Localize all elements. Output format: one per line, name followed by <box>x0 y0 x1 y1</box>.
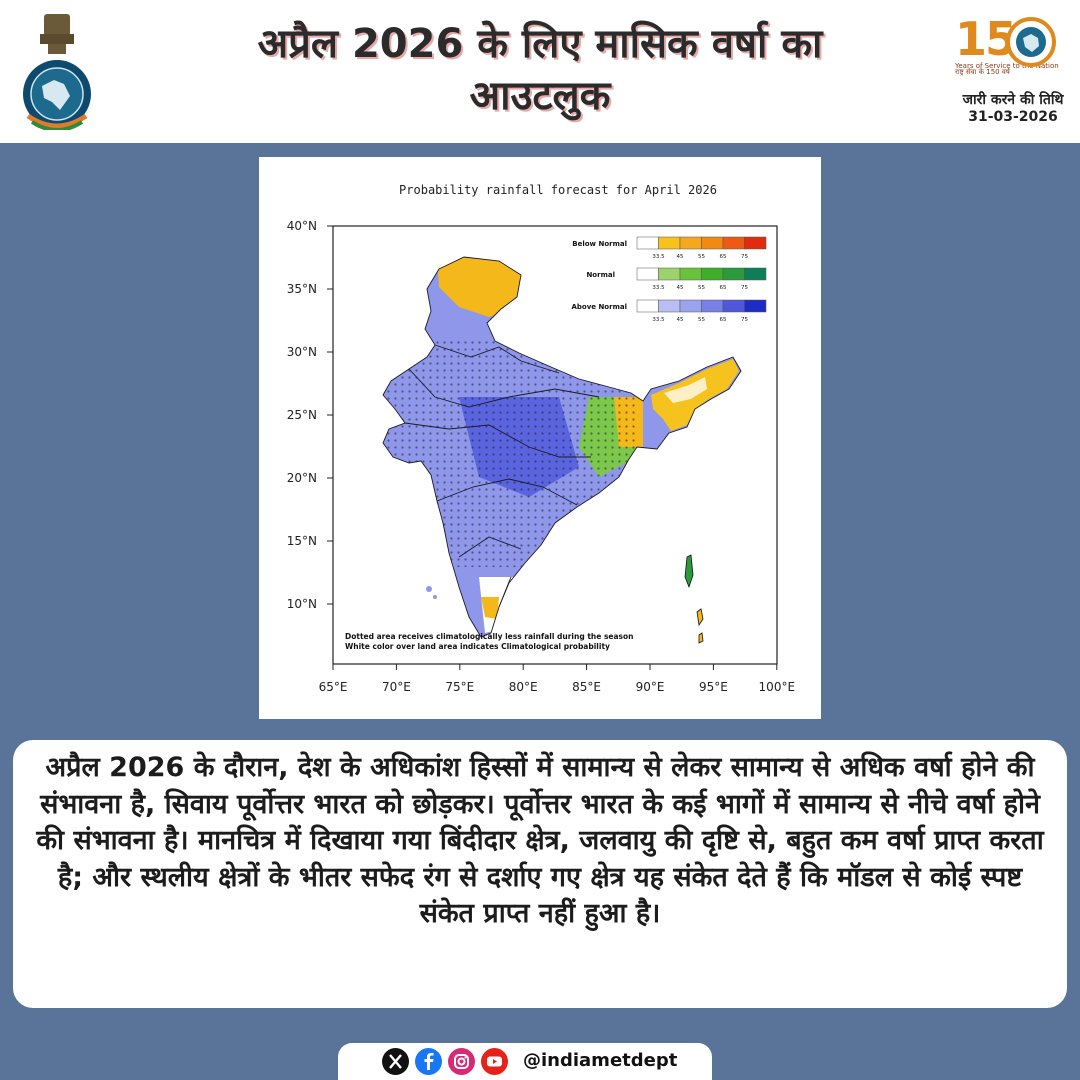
legend-swatch <box>658 267 681 281</box>
issue-date: 31-03-2026 <box>968 109 1058 125</box>
forecast-map: Probability rainfall forecast for April … <box>287 183 795 694</box>
legend: Below Normal 33.5 45 55 65 75 Normal 33.5 45 5… <box>571 236 767 323</box>
instagram-icon[interactable] <box>448 1048 475 1075</box>
anniversary-subtag: राष्ट्र सेवा के 150 वर्ष <box>955 68 1010 76</box>
legend-tick-label: 45 <box>677 317 684 323</box>
legend-tick-label: 75 <box>741 285 748 291</box>
lon-label: 85°E <box>572 680 601 694</box>
legend-tick-label: 55 <box>698 254 705 260</box>
anniversary-logo: 150 Years of Service to the Nation राष्ट… <box>955 14 1065 77</box>
legend-swatch <box>658 299 681 313</box>
lon-label: 80°E <box>509 680 538 694</box>
map-title: Probability rainfall forecast for April … <box>399 183 717 197</box>
title-line-1: अप्रैल 2026 के लिए मासिक वर्षा का <box>257 21 823 67</box>
lakshadweep-islands <box>426 586 432 592</box>
longitude-labels: 65°E 70°E 75°E 80°E 85°E 90°E 95°E 100°E <box>319 664 795 694</box>
anniversary-ring-icon <box>1006 17 1056 67</box>
description-text: अप्रैल 2026 के दौरान, देश के अधिकांश हिस… <box>36 752 1044 929</box>
lon-label: 70°E <box>382 680 411 694</box>
region-north-below-normal <box>437 257 521 317</box>
legend-swatch <box>701 267 724 281</box>
lat-label: 30°N <box>287 345 317 359</box>
page-title: अप्रैल 2026 के लिए मासिक वर्षा का आउटलुक <box>180 18 900 122</box>
legend-tick-label: 33.5 <box>652 254 665 260</box>
legend-swatch <box>658 236 681 250</box>
legend-swatch <box>722 236 745 250</box>
region-southwest-yellow <box>481 597 499 619</box>
legend-tick-label: 75 <box>741 254 748 260</box>
legend-swatch <box>636 299 659 313</box>
lon-label: 100°E <box>759 680 796 694</box>
lon-label: 95°E <box>699 680 728 694</box>
lon-label: 75°E <box>445 680 474 694</box>
legend-swatch <box>701 236 724 250</box>
description-box: अप्रैल 2026 के दौरान, देश के अधिकांश हिस… <box>13 740 1067 1008</box>
legend-tick-label: 33.5 <box>652 317 665 323</box>
latitude-labels: 40°N 35°N 30°N 25°N 20°N 15°N 10°N <box>287 219 333 611</box>
legend-swatch <box>744 267 767 281</box>
legend-tick-label: 65 <box>720 317 727 323</box>
lat-label: 20°N <box>287 471 317 485</box>
legend-swatch <box>679 236 702 250</box>
legend-bar-below-normal: 33.5 45 55 65 75 <box>636 236 767 260</box>
legend-label-normal: Normal <box>586 271 615 279</box>
legend-swatch <box>636 267 659 281</box>
legend-label-above-normal: Above Normal <box>571 303 627 311</box>
title-line-2: आउटलुक <box>469 73 611 119</box>
map-note-white: White color over land area indicates Cli… <box>345 642 610 651</box>
x-icon[interactable] <box>382 1048 409 1075</box>
lat-label: 40°N <box>287 219 317 233</box>
legend-swatch <box>679 299 702 313</box>
lat-label: 10°N <box>287 597 317 611</box>
issue-date-label: जारी करने की तिथि <box>962 92 1064 108</box>
andaman-islands <box>684 554 694 589</box>
lat-label: 35°N <box>287 282 317 296</box>
social-bar: @indiametdept <box>338 1043 712 1080</box>
lon-label: 90°E <box>636 680 665 694</box>
lat-label: 15°N <box>287 534 317 548</box>
social-handle[interactable]: @indiametdept <box>523 1050 678 1071</box>
legend-tick-label: 75 <box>741 317 748 323</box>
legend-swatch <box>679 267 702 281</box>
legend-tick-label: 55 <box>698 317 705 323</box>
legend-swatch <box>744 299 767 313</box>
legend-swatch <box>722 299 745 313</box>
legend-tick-label: 65 <box>720 285 727 291</box>
legend-label-below-normal: Below Normal <box>572 240 627 248</box>
legend-tick-label: 65 <box>720 254 727 260</box>
legend-tick-label: 45 <box>677 285 684 291</box>
map-note-dotted: Dotted area receives climatologically le… <box>345 632 634 641</box>
legend-bar-normal: 33.5 45 55 65 75 <box>636 267 767 291</box>
imd-emblem <box>18 12 96 134</box>
anniversary-tagline: Years of Service to the Nation <box>955 62 1059 70</box>
legend-swatch <box>722 267 745 281</box>
lon-label: 65°E <box>319 680 348 694</box>
legend-tick-label: 45 <box>677 254 684 260</box>
legend-tick-label: 55 <box>698 285 705 291</box>
legend-swatch <box>701 299 724 313</box>
legend-tick-label: 33.5 <box>652 285 665 291</box>
lat-label: 25°N <box>287 408 317 422</box>
legend-bar-above-normal: 33.5 45 55 65 75 <box>636 299 767 323</box>
legend-swatch <box>744 236 767 250</box>
youtube-icon[interactable] <box>481 1048 508 1075</box>
legend-swatch <box>636 236 659 250</box>
forecast-map-panel: Probability rainfall forecast for April … <box>259 157 821 719</box>
facebook-icon[interactable] <box>415 1048 442 1075</box>
header: अप्रैल 2026 के लिए मासिक वर्षा का आउटलुक… <box>0 0 1080 143</box>
